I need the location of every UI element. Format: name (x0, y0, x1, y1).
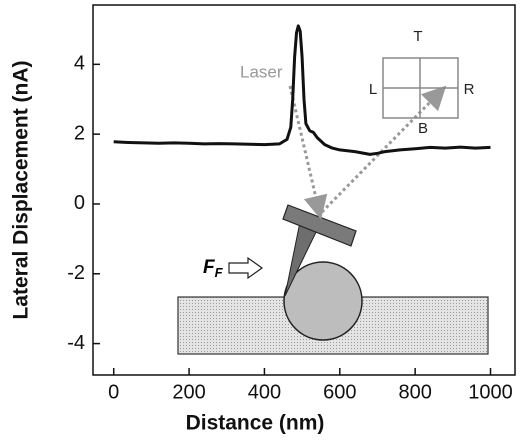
y-tick-label: 0 (74, 192, 85, 214)
data-line (113, 24, 491, 156)
y-tick-label: 2 (74, 122, 85, 144)
x-axis-title: Distance (nm) (186, 412, 325, 435)
cantilever (282, 204, 357, 247)
schematic (177, 57, 489, 355)
y-tick-label: 4 (74, 53, 85, 75)
x-tick-label: 800 (398, 381, 431, 403)
x-tick-label: 200 (172, 381, 205, 403)
y-tick-label: -2 (67, 262, 85, 284)
plot-frame (92, 4, 516, 376)
x-tick-label: 0 (108, 381, 119, 403)
particle (283, 261, 363, 341)
force-label: FF (203, 257, 224, 280)
force-subscript: F (215, 265, 224, 280)
force-symbol: F (203, 257, 216, 278)
left-label: L (369, 81, 377, 98)
top-label: T (413, 28, 422, 45)
x-tick-label: 600 (323, 381, 356, 403)
x-tick-label: 400 (248, 381, 281, 403)
laser-label: Laser (240, 62, 283, 81)
bottom-label: B (418, 120, 428, 137)
force-arrow (228, 256, 264, 280)
y-axis-title: Lateral Displacement (nA) (10, 60, 33, 319)
y-tick-label: -4 (67, 332, 85, 354)
right-label: R (464, 81, 475, 98)
x-tick-label: 1000 (468, 381, 513, 403)
